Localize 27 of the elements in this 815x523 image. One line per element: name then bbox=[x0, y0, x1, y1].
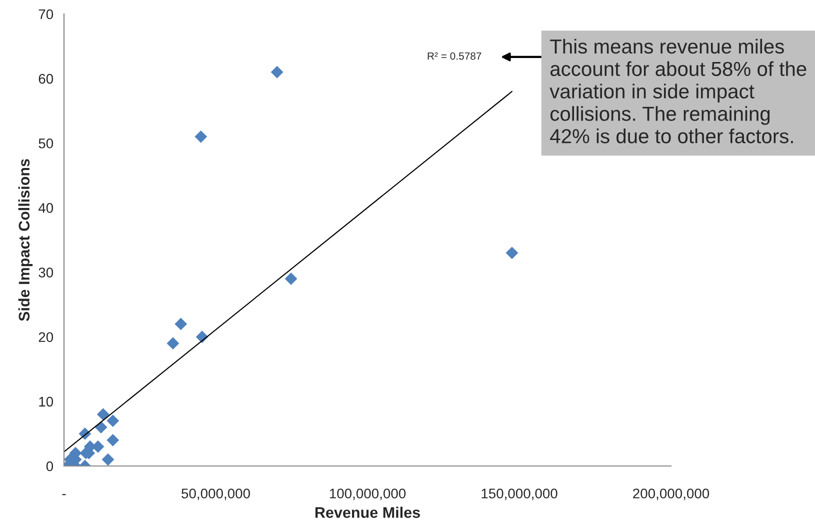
point bbox=[106, 434, 120, 446]
point bbox=[174, 318, 188, 330]
annotation: This means revenue miles account for about 58% of the variation in side impact collisions. The remaining 42% is due to other factors. bbox=[550, 38, 806, 144]
x-tick-label: - bbox=[62, 494, 66, 496]
y-axis-title: Side Impact Collisions bbox=[18, 159, 33, 322]
x-tick-label: 150,000,000 bbox=[482, 488, 558, 500]
point bbox=[166, 337, 180, 350]
y-tick-label: 70 bbox=[38, 9, 54, 20]
point bbox=[106, 414, 120, 428]
x-tick-label: 200,000,000 bbox=[633, 488, 710, 500]
y-tick-label: 30 bbox=[38, 268, 54, 278]
x-tick-label: 100,000,000 bbox=[330, 488, 406, 500]
annotation: R² = 0.5787 bbox=[428, 52, 482, 60]
point bbox=[506, 246, 518, 260]
x-tick-label: 50,000,000 bbox=[182, 488, 250, 500]
y-tick-label: 20 bbox=[38, 332, 54, 342]
y-tick-label: 40 bbox=[38, 203, 54, 213]
y-tick-label: 0 bbox=[46, 461, 54, 472]
point bbox=[102, 453, 114, 466]
y-tick-label: 10 bbox=[39, 396, 54, 407]
y-tick-label: 60 bbox=[38, 74, 54, 84]
x-axis-title: Revenue Miles bbox=[315, 506, 420, 518]
point bbox=[284, 272, 298, 285]
y-tick-label: 50 bbox=[38, 138, 54, 148]
point bbox=[270, 66, 284, 78]
point bbox=[194, 130, 208, 143]
point bbox=[96, 408, 110, 421]
